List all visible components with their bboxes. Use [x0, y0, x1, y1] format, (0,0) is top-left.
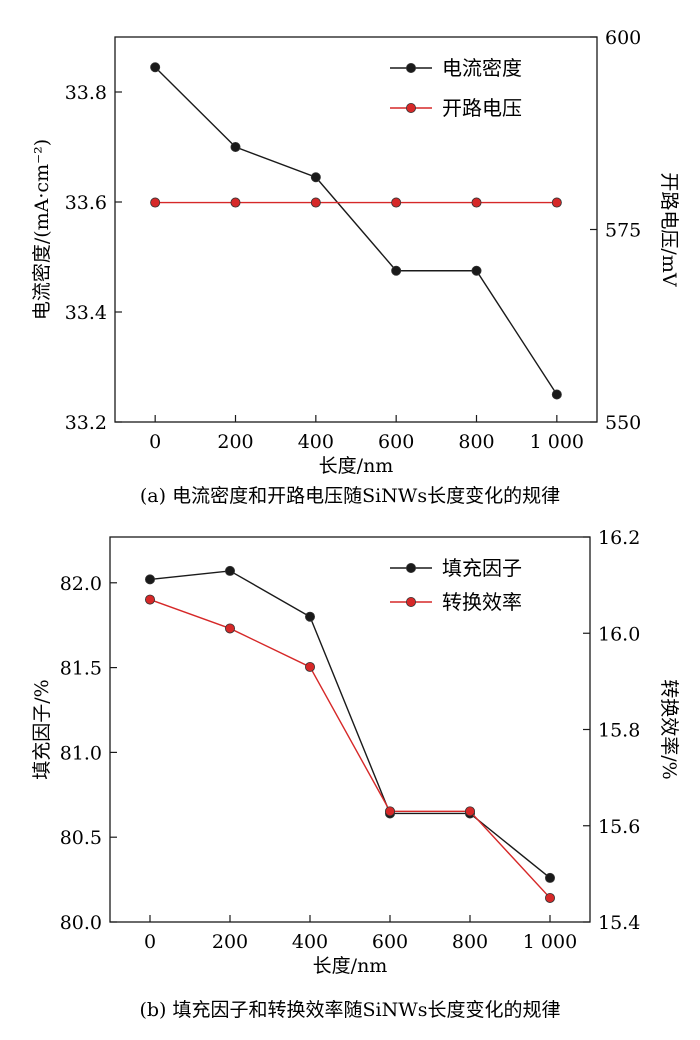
series-2-point: [230, 197, 241, 208]
series-2-point: [304, 661, 315, 672]
series-1-point: [551, 389, 562, 400]
series-line-2: [149, 598, 551, 899]
left-y-axis-title: 填充因子/%: [31, 679, 53, 779]
left-y-tick-label: 80.5: [60, 827, 102, 849]
x-tick-label: 1 000: [523, 931, 577, 953]
chart-a: 0 200 400 600 800 1 000 33.2 33.4 33.6 33.8 550 575…: [31, 27, 680, 507]
x-tick-label: 600: [378, 431, 414, 453]
left-y-tick-label: 33.4: [65, 302, 107, 324]
right-y-tick-label: 600: [605, 27, 641, 49]
left-y-tick-label: 33.2: [65, 412, 107, 434]
right-y-tick-label: 15.8: [598, 720, 640, 742]
x-tick-label: 200: [217, 431, 253, 453]
x-tick-label: 200: [212, 931, 248, 953]
series-2-point: [464, 806, 475, 817]
right-y-tick-label: 550: [605, 412, 641, 434]
series-1-point: [150, 62, 161, 73]
series-2-point: [384, 806, 395, 817]
series-1-point: [224, 565, 235, 576]
left-y-tick-label: 81.0: [60, 742, 102, 764]
plot-frame: [114, 36, 598, 423]
x-tick-label: 800: [458, 431, 494, 453]
left-y-tick-label: 81.5: [60, 658, 102, 680]
x-tick-label: 0: [144, 931, 156, 953]
series-line-1: [149, 570, 551, 879]
series-1-point: [310, 172, 321, 183]
series-2-point: [144, 594, 155, 605]
series-line-1: [154, 66, 558, 395]
left-y-axis-title: 电流密度/(mA·cm⁻²): [31, 139, 53, 320]
x-tick-label: 800: [452, 931, 488, 953]
series-1-point: [144, 574, 155, 585]
series-1-point: [304, 611, 315, 622]
x-tick-label: 400: [298, 431, 334, 453]
right-y-tick-label: 16.0: [598, 623, 640, 645]
x-axis-title: 长度/nm: [313, 955, 388, 977]
series-1-point: [545, 872, 556, 883]
series-2-point: [471, 197, 482, 208]
chart-b: 0 200 400 600 800 1 000 80.0 80.5 81.0 81.5 82.0 15…: [31, 527, 680, 1021]
legend-marker-2: [405, 597, 416, 608]
figure-caption: (a) 电流密度和开路电压随SiNWs长度变化的规律: [140, 485, 560, 507]
left-y-tick-label: 33.6: [65, 192, 107, 214]
series-2-point: [310, 197, 321, 208]
left-y-tick-label: 82.0: [60, 573, 102, 595]
figure-caption: (b) 填充因子和转换效率随SiNWs长度变化的规律: [139, 999, 560, 1021]
legend-marker-1: [405, 563, 416, 574]
series-2-point: [391, 197, 402, 208]
legend-marker-1: [405, 63, 416, 74]
x-tick-label: 600: [372, 931, 408, 953]
series-1-point: [391, 265, 402, 276]
left-y-tick-label: 80.0: [60, 912, 102, 934]
legend-marker-2: [405, 103, 416, 114]
series-2-point: [545, 892, 556, 903]
legend-label-2: 转换效率: [442, 590, 522, 614]
series-2-point: [150, 197, 161, 208]
right-y-tick-label: 575: [605, 220, 641, 242]
series-1-point: [471, 265, 482, 276]
series-2-point: [224, 623, 235, 634]
legend-label-2: 开路电压: [442, 96, 522, 120]
right-y-axis-title: 开路电压/mV: [658, 172, 680, 286]
right-y-tick-label: 15.4: [598, 912, 640, 934]
x-axis-title: 长度/nm: [319, 455, 394, 477]
left-y-tick-label: 33.8: [65, 82, 107, 104]
x-tick-label: 0: [149, 431, 161, 453]
right-y-tick-label: 15.6: [598, 816, 640, 838]
legend-label-1: 电流密度: [442, 56, 522, 80]
series-2-point: [551, 197, 562, 208]
legend-label-1: 填充因子: [442, 556, 522, 580]
x-tick-label: 1 000: [530, 431, 584, 453]
right-y-tick-label: 16.2: [598, 527, 640, 549]
x-tick-label: 400: [292, 931, 328, 953]
series-1-point: [230, 141, 241, 152]
right-y-axis-title: 转换效率/%: [658, 679, 680, 779]
